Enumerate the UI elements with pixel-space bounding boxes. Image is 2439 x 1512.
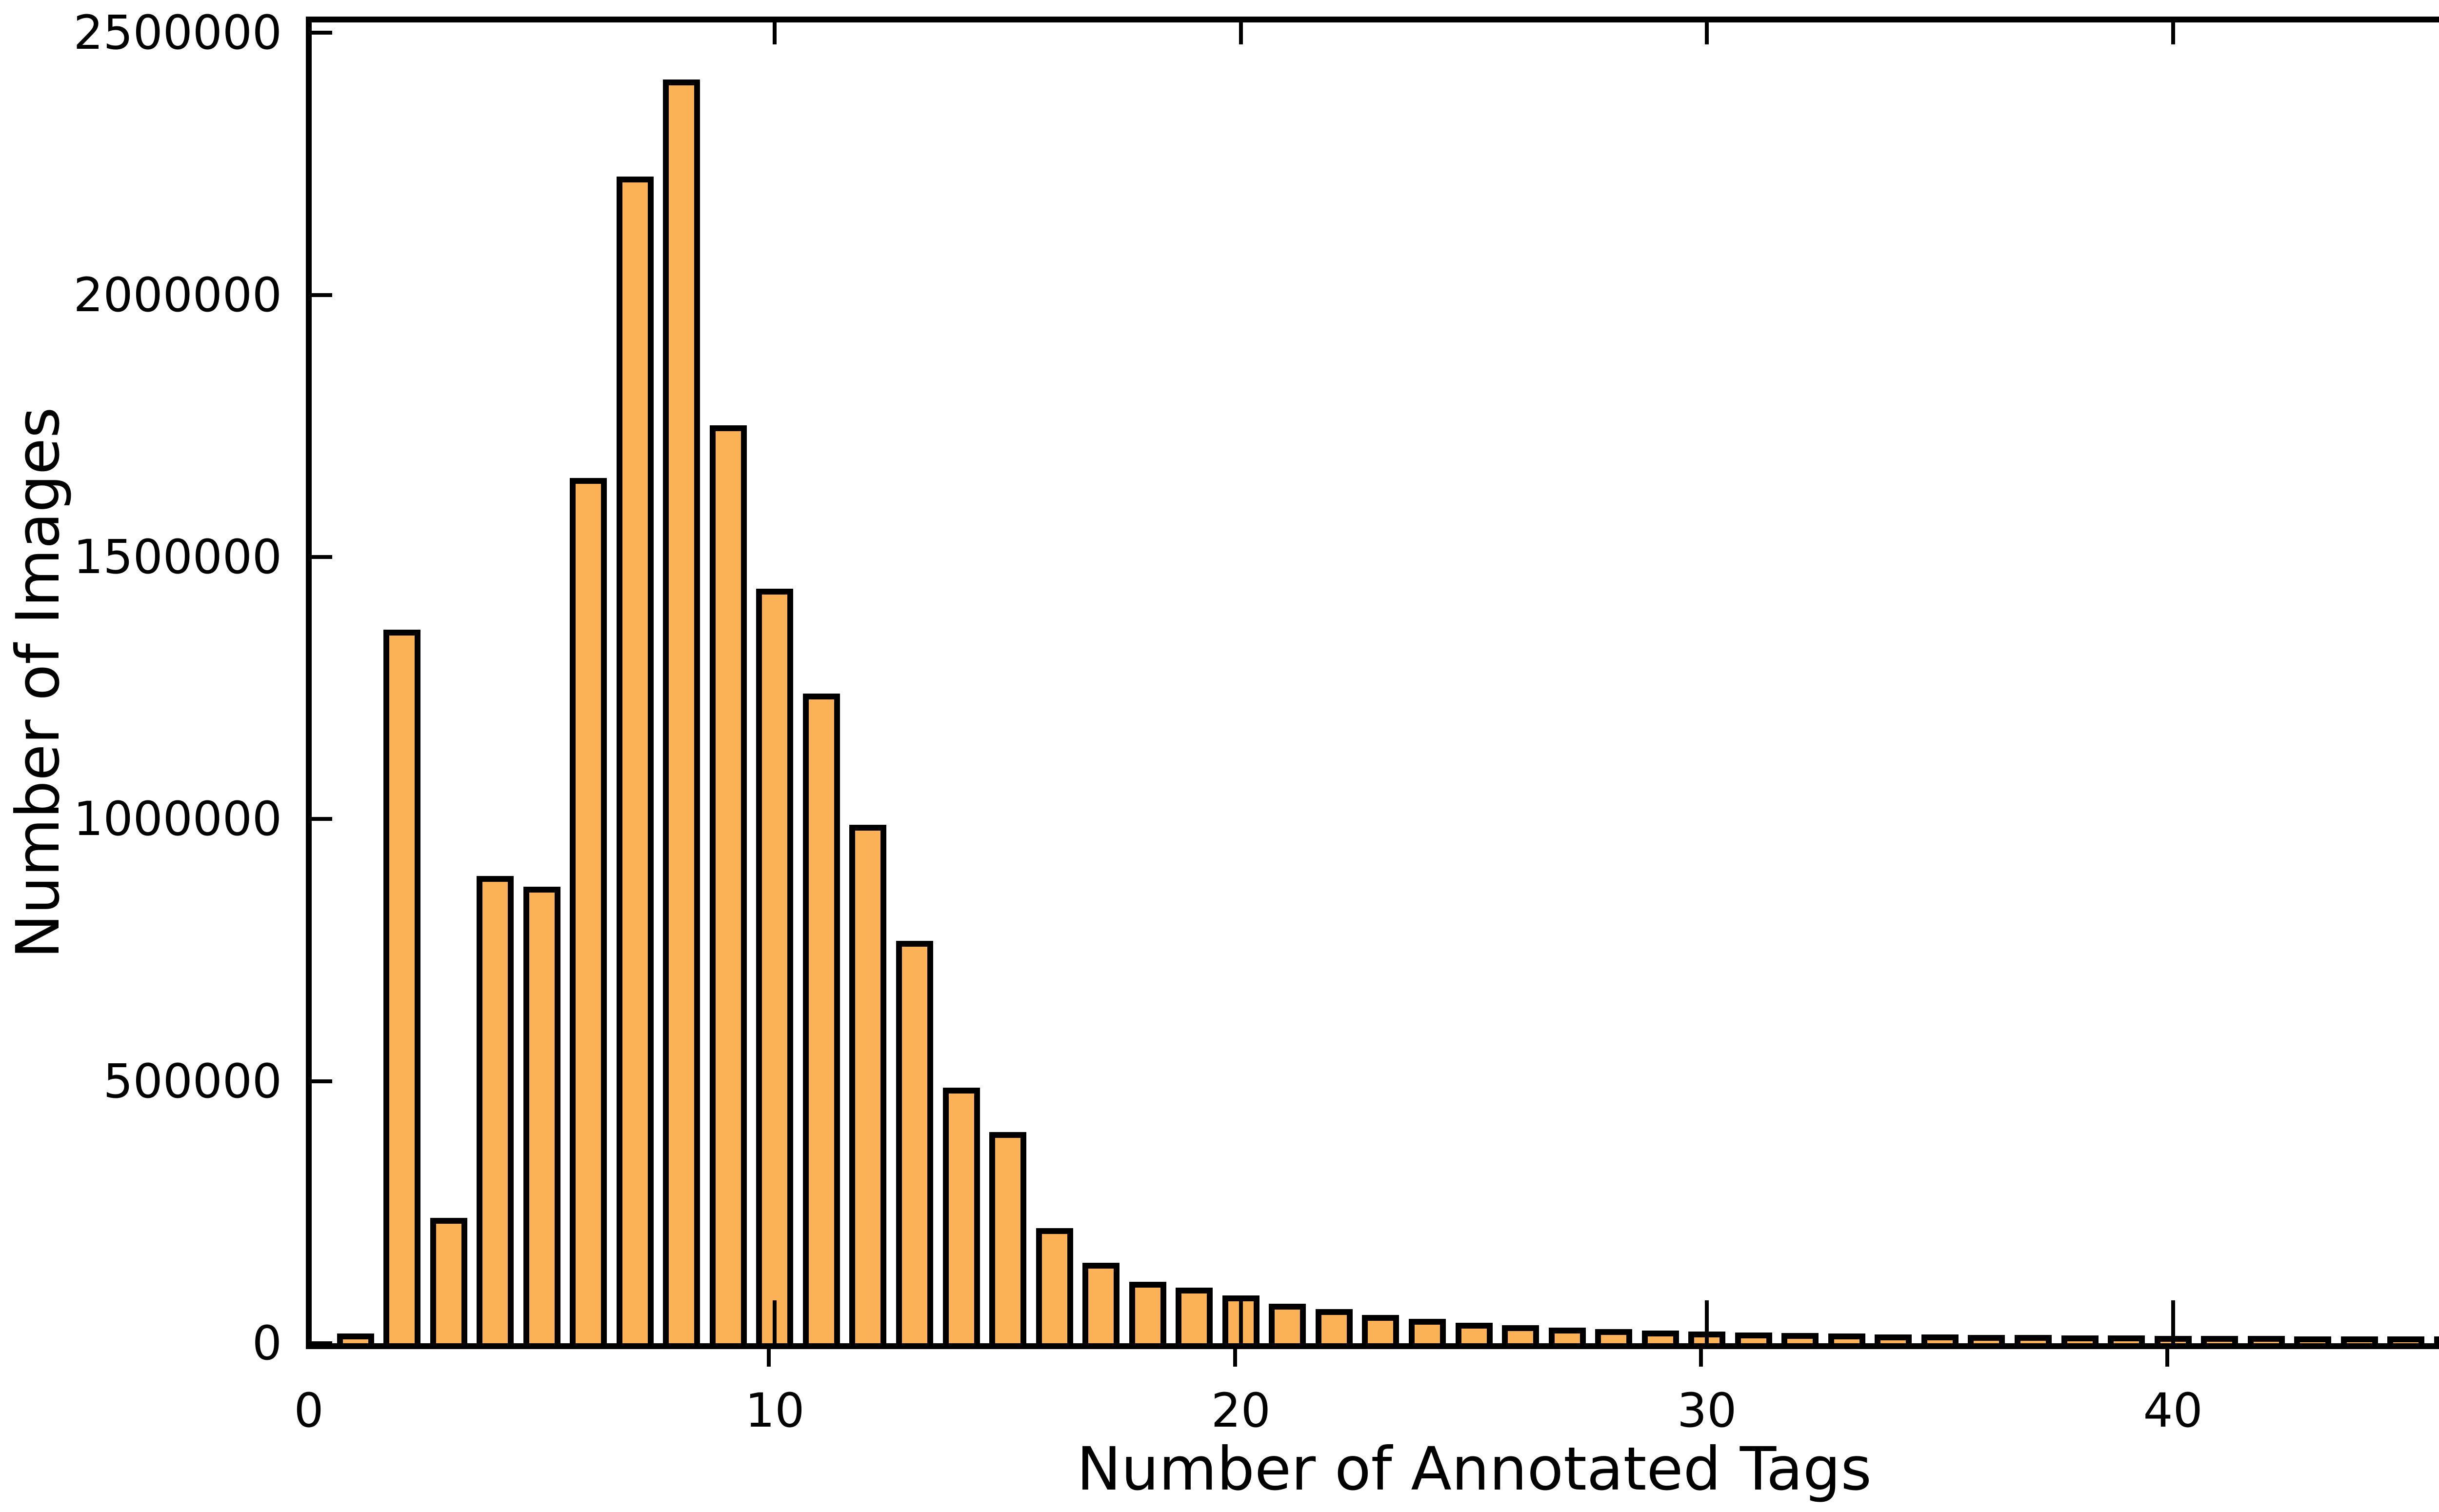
y-tick-label-500000: 500000: [103, 1054, 282, 1109]
y-tick-left: [312, 293, 332, 297]
bar-x1: [337, 1333, 374, 1349]
x-tick-outward: [1233, 1349, 1237, 1367]
y-tick-left: [312, 1341, 332, 1345]
bar-x3: [430, 1218, 467, 1349]
bar-x21: [1269, 1304, 1306, 1349]
bar-x28: [1595, 1329, 1633, 1349]
y-tick-label-0: 0: [252, 1316, 282, 1371]
bar-x23: [1362, 1315, 1399, 1349]
bar-x15: [989, 1132, 1027, 1349]
bar-x8: [663, 80, 700, 1349]
ticks-layer: [312, 22, 2439, 1345]
bar-x12: [849, 825, 887, 1349]
y-axis-title: Number of Images: [3, 407, 73, 959]
bar-x9: [709, 425, 747, 1349]
bar-x44: [2340, 1336, 2378, 1349]
bar-x27: [1548, 1328, 1586, 1349]
y-tick-label-1000000: 1000000: [73, 792, 282, 846]
bar-x11: [802, 694, 840, 1349]
bar-x24: [1408, 1319, 1446, 1349]
bar-x34: [1875, 1334, 1912, 1349]
x-axis-title: Number of Annotated Tags: [1077, 1434, 1872, 1504]
bar-x4: [477, 876, 514, 1349]
bar-x35: [1921, 1334, 1959, 1349]
bar-x14: [942, 1088, 980, 1349]
bar-x13: [896, 941, 934, 1349]
bar-x16: [1036, 1228, 1073, 1349]
bar-x5: [523, 887, 560, 1349]
bar-x2: [383, 630, 421, 1349]
bar-x41: [2201, 1336, 2239, 1349]
bar-x22: [1315, 1309, 1353, 1349]
x-tick-outward: [2165, 1349, 2169, 1367]
y-tick-left: [312, 555, 332, 559]
y-tick-label-1500000: 1500000: [73, 530, 282, 584]
x-tick-bottom: [2171, 1300, 2175, 1343]
y-tick-left: [312, 1079, 332, 1083]
x-tick-label-10: 10: [745, 1383, 805, 1438]
y-tick-left: [312, 817, 332, 821]
bar-x37: [2014, 1335, 2052, 1349]
x-tick-bottom: [1239, 1300, 1243, 1343]
bar-x10: [756, 589, 794, 1349]
bar-x36: [1968, 1335, 2005, 1349]
y-tick-label-2000000: 2000000: [73, 268, 282, 322]
bar-x7: [616, 177, 654, 1349]
bar-x32: [1781, 1333, 1819, 1349]
x-tick-outward: [1699, 1349, 1703, 1367]
plot-area: [306, 17, 2439, 1349]
bar-x46: [2434, 1336, 2439, 1349]
bars-layer: [312, 22, 2439, 1349]
bar-x33: [1828, 1333, 1865, 1349]
bar-x38: [2061, 1335, 2099, 1349]
bar-x17: [1082, 1263, 1120, 1349]
bar-x31: [1735, 1333, 1772, 1349]
bar-x18: [1129, 1282, 1166, 1349]
x-tick-label-30: 30: [1677, 1383, 1737, 1438]
bar-x25: [1455, 1323, 1493, 1349]
bar-x26: [1502, 1325, 1539, 1349]
x-tick-top: [2171, 22, 2175, 44]
bar-x42: [2247, 1336, 2285, 1349]
y-tick-left: [312, 31, 332, 35]
x-tick-top: [773, 22, 777, 44]
bar-x29: [1641, 1331, 1679, 1349]
bar-x43: [2294, 1336, 2332, 1349]
y-tick-label-2500000: 2500000: [73, 5, 282, 60]
bar-x39: [2108, 1335, 2145, 1349]
x-tick-bottom: [1705, 1300, 1709, 1343]
x-tick-label-40: 40: [2143, 1383, 2203, 1438]
bar-x45: [2387, 1336, 2425, 1349]
bar-x19: [1176, 1288, 1213, 1349]
x-tick-bottom: [773, 1300, 777, 1343]
x-tick-label-20: 20: [1211, 1383, 1271, 1438]
x-tick-label-0: 0: [294, 1383, 324, 1438]
x-tick-top: [1705, 22, 1709, 44]
x-tick-top: [1239, 22, 1243, 44]
bar-x6: [570, 478, 607, 1349]
x-tick-outward: [767, 1349, 771, 1367]
